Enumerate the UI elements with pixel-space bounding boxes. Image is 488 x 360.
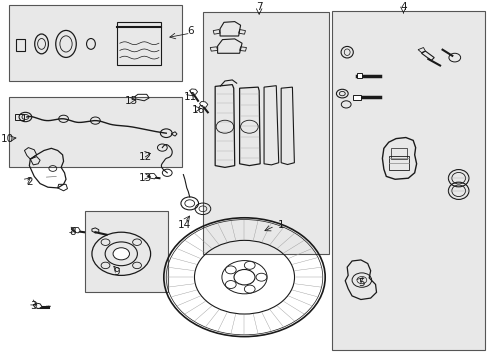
Bar [203,12,328,254]
Polygon shape [148,174,156,179]
Text: 12: 12 [139,152,152,162]
Circle shape [225,266,236,274]
Text: 10: 10 [1,134,14,144]
Text: 8: 8 [69,227,76,237]
Bar [15,114,24,120]
Polygon shape [72,228,80,233]
Text: 2: 2 [26,177,33,187]
Polygon shape [33,303,42,309]
Text: 5: 5 [358,278,365,288]
Polygon shape [356,73,361,78]
Text: 14: 14 [178,220,191,230]
Circle shape [244,285,255,293]
Text: 7: 7 [255,2,262,12]
Bar [390,148,406,159]
Circle shape [256,273,266,281]
Text: 4: 4 [399,2,406,12]
Text: 1: 1 [277,220,284,230]
Bar [388,156,408,170]
Circle shape [113,248,129,260]
Bar [16,39,25,51]
Polygon shape [352,95,360,100]
Text: 16: 16 [191,105,204,115]
Polygon shape [189,89,197,94]
Text: 11: 11 [183,92,197,102]
Text: 3: 3 [30,301,37,311]
Text: 9: 9 [113,267,120,277]
Bar [9,97,182,167]
Text: 15: 15 [124,96,138,106]
Bar [9,5,182,81]
Bar [117,22,161,65]
Circle shape [225,280,236,288]
Polygon shape [199,102,207,107]
Circle shape [234,270,254,285]
Text: 6: 6 [187,26,194,36]
Circle shape [244,261,255,269]
Bar [331,11,484,350]
Text: 13: 13 [139,173,152,183]
Bar [84,211,167,292]
